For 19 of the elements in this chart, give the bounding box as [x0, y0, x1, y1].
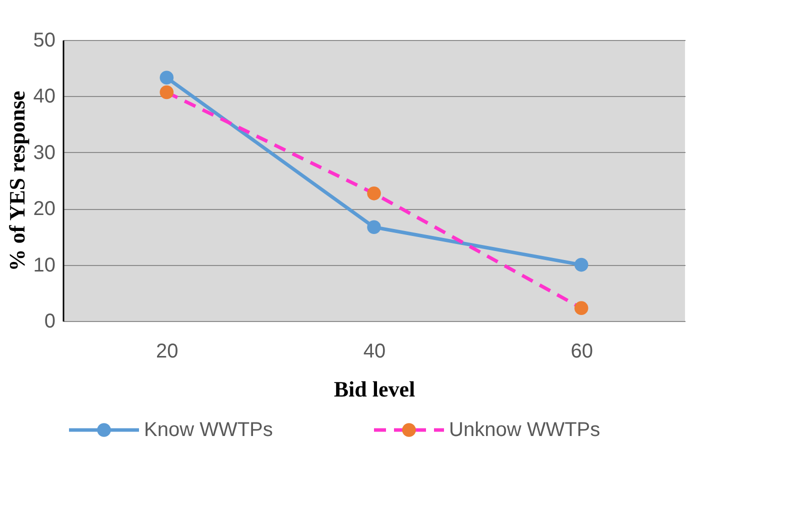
y-tick-label: 40 — [33, 86, 56, 108]
y-axis-title: % of YES response — [4, 90, 30, 272]
x-tick-label: 40 — [363, 340, 386, 362]
legend-label: Know WWTPs — [144, 419, 273, 441]
point — [574, 301, 588, 315]
x-axis-title: Bid level — [334, 376, 416, 402]
y-tick-label: 50 — [33, 30, 56, 52]
legend-label: Unknow WWTPs — [449, 419, 600, 441]
point — [160, 70, 174, 85]
y-tick-label: 10 — [33, 254, 56, 276]
y-tick-label: 30 — [33, 142, 56, 164]
point — [160, 85, 174, 100]
point — [367, 220, 381, 234]
point — [574, 258, 588, 272]
x-tick-label: 60 — [570, 340, 593, 362]
y-tick-label: 0 — [44, 310, 56, 332]
point — [367, 186, 381, 200]
y-tick-label: 20 — [33, 198, 56, 220]
x-tick-label: 20 — [156, 340, 178, 362]
